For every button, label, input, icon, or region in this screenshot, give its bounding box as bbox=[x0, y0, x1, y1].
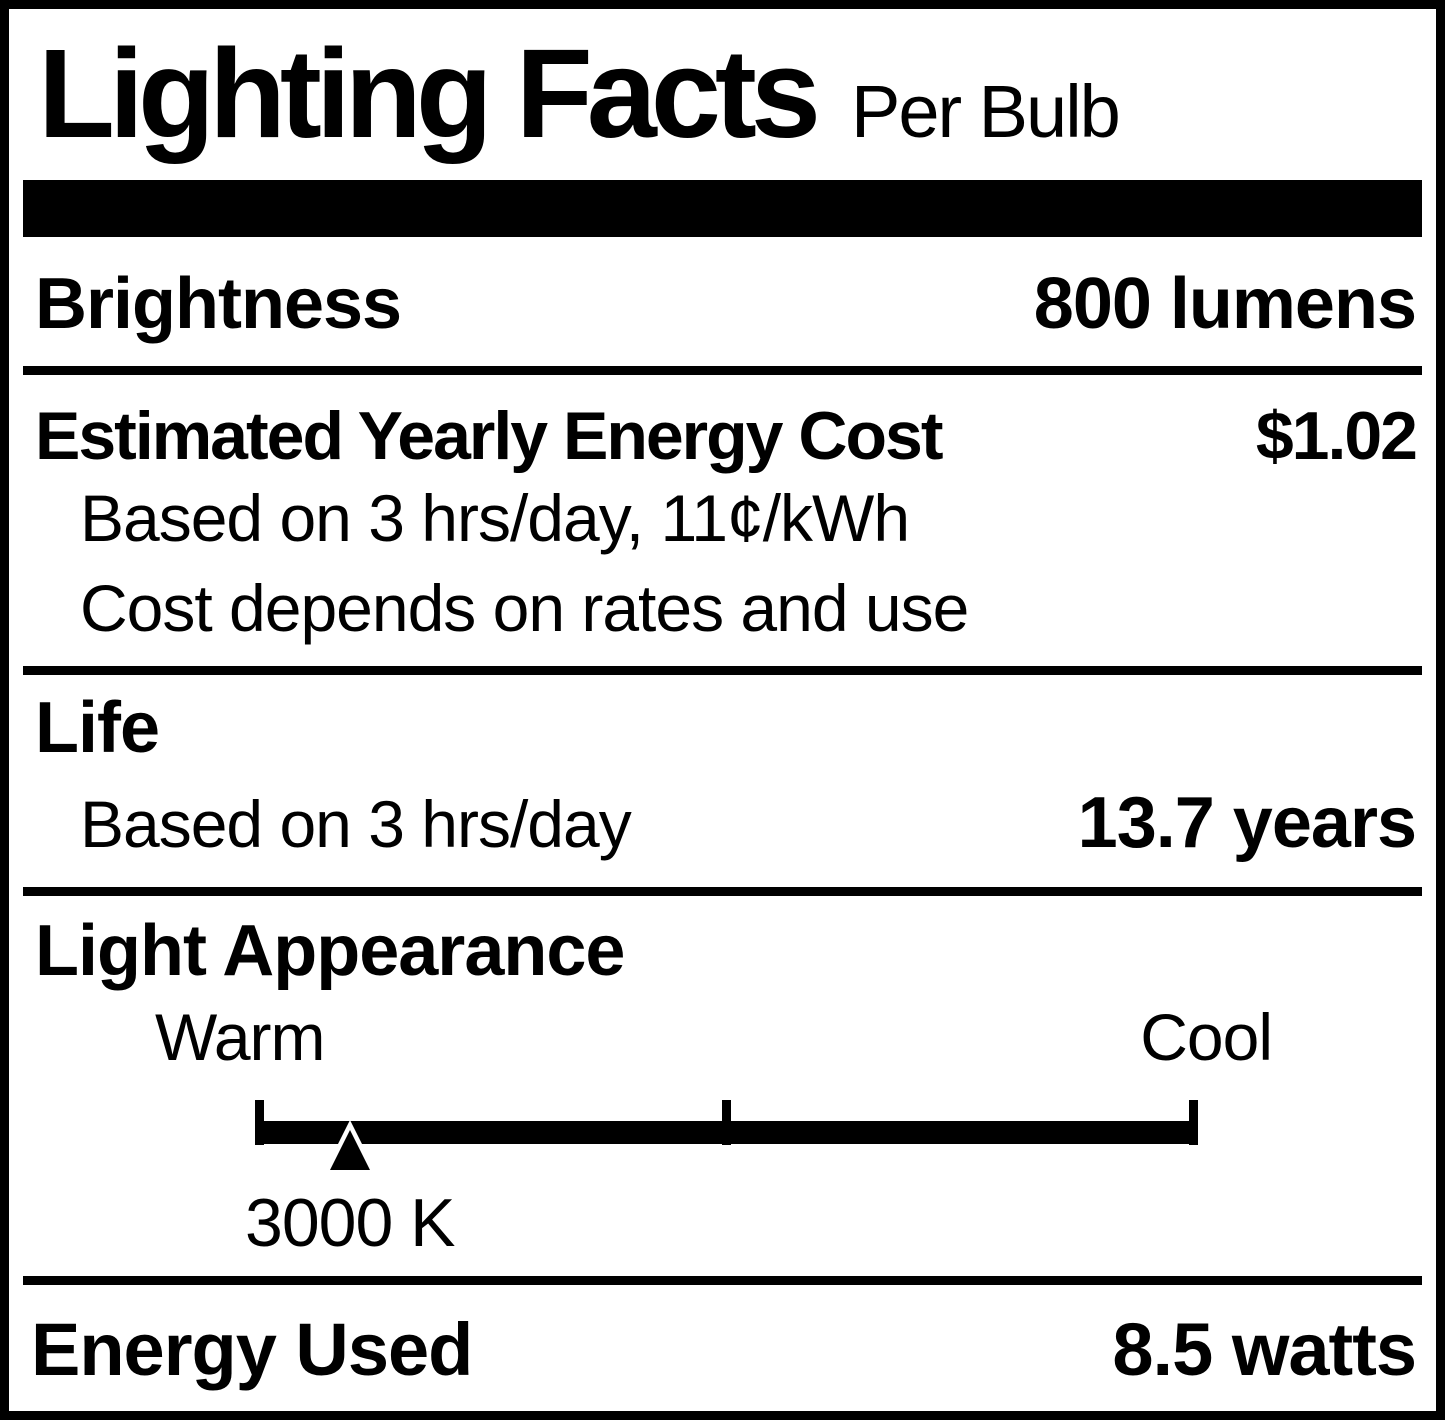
scale-bar bbox=[255, 1121, 1198, 1144]
label-title: Lighting Facts bbox=[38, 23, 821, 164]
section-divider bbox=[23, 1276, 1422, 1285]
header: Lighting Facts Per Bulb bbox=[23, 9, 1422, 180]
header-separator-bar bbox=[23, 180, 1422, 237]
life-label: Life bbox=[35, 688, 160, 768]
life-section: Life Based on 3 hrs/day 13.7 years bbox=[23, 675, 1422, 887]
energy-cost-basis-note: Based on 3 hrs/day, 11¢/kWh bbox=[80, 481, 910, 555]
section-divider bbox=[23, 666, 1422, 675]
cool-label: Cool bbox=[1140, 1000, 1273, 1074]
section-divider bbox=[23, 366, 1422, 375]
life-row: Based on 3 hrs/day 13.7 years bbox=[35, 778, 1417, 869]
brightness-value: 800 lumens bbox=[1033, 264, 1417, 344]
warm-label: Warm bbox=[155, 1000, 326, 1074]
label-subtitle: Per Bulb bbox=[850, 70, 1121, 153]
energy-used-label: Energy Used bbox=[31, 1308, 473, 1391]
energy-cost-row: Estimated Yearly Energy Cost $1.02 bbox=[35, 398, 1418, 474]
light-appearance-section: Light Appearance Warm Cool 3000 K bbox=[23, 896, 1422, 1276]
brightness-row: Brightness 800 lumens bbox=[23, 237, 1422, 366]
energy-cost-value: $1.02 bbox=[1255, 398, 1418, 474]
energy-used-value: 8.5 watts bbox=[1112, 1308, 1417, 1391]
color-temperature-value: 3000 K bbox=[245, 1185, 456, 1261]
energy-cost-label: Estimated Yearly Energy Cost bbox=[35, 398, 943, 474]
energy-used-row: Energy Used 8.5 watts bbox=[23, 1285, 1422, 1389]
light-appearance-label: Light Appearance bbox=[35, 911, 625, 991]
energy-cost-section: Estimated Yearly Energy Cost $1.02 Based… bbox=[23, 375, 1422, 666]
brightness-label: Brightness bbox=[35, 264, 402, 344]
life-value: 13.7 years bbox=[1077, 783, 1417, 863]
warm-cool-row: Warm Cool bbox=[35, 1000, 1422, 1074]
life-basis: Based on 3 hrs/day bbox=[80, 787, 632, 861]
color-temp-marker-icon bbox=[322, 1120, 379, 1176]
color-temperature-scale bbox=[255, 1100, 1198, 1176]
energy-cost-rates-note: Cost depends on rates and use bbox=[80, 571, 969, 645]
section-divider bbox=[23, 887, 1422, 896]
